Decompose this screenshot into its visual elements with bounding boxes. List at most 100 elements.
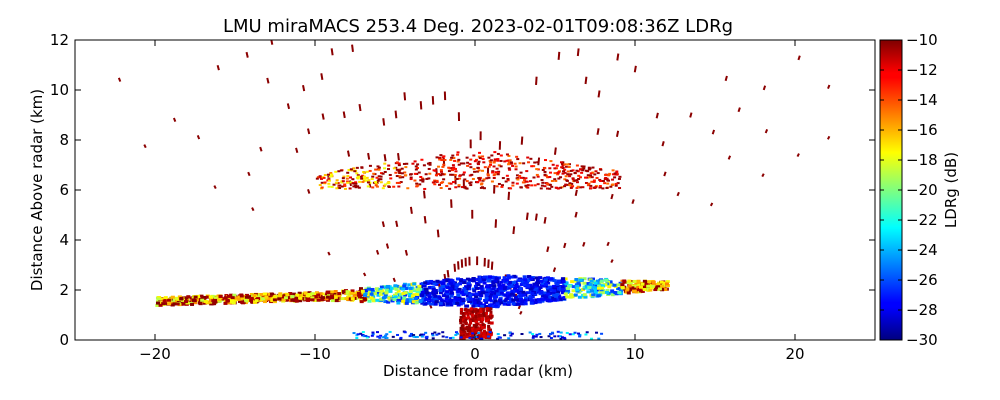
echo-pixel bbox=[585, 286, 590, 290]
echo-pixel bbox=[344, 297, 349, 301]
echo-pixel bbox=[648, 288, 653, 292]
echo-pixel bbox=[176, 298, 181, 302]
echo-pixel bbox=[381, 187, 385, 190]
echo-pixel bbox=[448, 286, 453, 290]
echo-pixel bbox=[466, 329, 470, 333]
echo-pixel bbox=[596, 294, 601, 298]
echo-pixel bbox=[352, 332, 356, 335]
echo-pixel bbox=[477, 304, 482, 308]
echo-pixel bbox=[445, 185, 449, 188]
echo-streak bbox=[330, 48, 334, 56]
echo-pixel bbox=[465, 277, 470, 281]
echo-pixel bbox=[308, 293, 313, 297]
echo-pixel bbox=[451, 164, 455, 167]
echo-pixel bbox=[460, 290, 465, 294]
echo-pixel bbox=[657, 287, 662, 291]
echo-pixel bbox=[414, 168, 418, 171]
echo-pixel bbox=[480, 304, 485, 308]
echo-streak bbox=[247, 171, 251, 177]
echo-streak bbox=[727, 155, 732, 160]
echo-pixel bbox=[495, 185, 499, 188]
echo-pixel bbox=[465, 309, 469, 313]
echo-pixel bbox=[371, 186, 375, 189]
echo-pixel bbox=[506, 274, 511, 278]
echo-pixel bbox=[402, 162, 406, 165]
echo-pixel bbox=[520, 280, 525, 284]
echo-streak bbox=[827, 135, 831, 140]
echo-pixel bbox=[316, 298, 321, 302]
echo-pixel bbox=[581, 186, 585, 189]
echo-pixel bbox=[313, 292, 318, 296]
echo-pixel bbox=[249, 296, 254, 300]
echo-pixel bbox=[200, 298, 205, 302]
y-axis-ticks: 0 2 4 6 8 10 12 bbox=[50, 31, 875, 349]
echo-pixel bbox=[464, 334, 468, 338]
echo-pixel bbox=[363, 177, 367, 180]
echo-pixel bbox=[478, 177, 482, 180]
echo-pixel bbox=[492, 174, 496, 177]
echo-pixel bbox=[374, 168, 378, 171]
echo-pixel bbox=[556, 290, 561, 294]
echo-pixel bbox=[408, 298, 413, 302]
echo-pixel bbox=[472, 167, 476, 170]
echo-pixel bbox=[338, 184, 342, 187]
echo-pixel bbox=[597, 286, 602, 290]
echo-pixel bbox=[492, 161, 496, 164]
echo-pixel bbox=[510, 332, 514, 335]
echo-pixel bbox=[441, 335, 445, 338]
echo-pixel bbox=[505, 291, 510, 295]
echo-pixel bbox=[466, 164, 470, 167]
echo-pixel bbox=[419, 179, 423, 182]
echo-pixel bbox=[452, 300, 457, 304]
echo-pixel bbox=[395, 168, 399, 171]
echo-pixel bbox=[496, 158, 500, 161]
echo-pixel bbox=[426, 162, 430, 165]
echo-pixel bbox=[379, 289, 384, 293]
echo-pixel bbox=[529, 301, 534, 305]
echo-pixel bbox=[637, 283, 642, 287]
echo-pixel bbox=[362, 297, 367, 301]
echo-pixel bbox=[196, 294, 201, 298]
echo-pixel bbox=[659, 280, 664, 284]
echo-pixel bbox=[470, 336, 474, 340]
echo-streak bbox=[342, 111, 346, 119]
echo-pixel bbox=[456, 153, 460, 156]
echo-pixel bbox=[501, 293, 506, 297]
echo-pixel bbox=[599, 179, 603, 182]
echo-pixel bbox=[383, 167, 387, 170]
echo-pixel bbox=[401, 292, 406, 296]
echo-pixel bbox=[617, 287, 622, 291]
echo-pixel bbox=[377, 178, 381, 181]
echo-pixel bbox=[463, 308, 467, 312]
echo-pixel bbox=[660, 284, 665, 288]
echo-pixel bbox=[492, 176, 496, 179]
echo-streak bbox=[563, 242, 567, 249]
echo-pixel bbox=[590, 176, 594, 179]
echo-streak bbox=[307, 188, 311, 194]
echo-pixel bbox=[225, 299, 230, 303]
echo-pixel bbox=[515, 182, 519, 185]
echo-pixel bbox=[366, 287, 371, 291]
echo-pixel bbox=[566, 170, 570, 173]
echo-pixel bbox=[489, 307, 493, 311]
echo-pixel bbox=[562, 296, 567, 300]
echo-pixel bbox=[627, 279, 632, 283]
echo-pixel bbox=[388, 298, 393, 302]
echo-pixel bbox=[477, 169, 481, 172]
echo-pixel bbox=[536, 298, 541, 302]
echo-pixel bbox=[239, 294, 244, 298]
echo-pixel bbox=[561, 280, 566, 284]
echo-streak bbox=[286, 103, 291, 110]
x-tick-label: −20 bbox=[139, 345, 171, 363]
echo-pixel bbox=[376, 335, 380, 338]
echo-pixel bbox=[395, 175, 399, 178]
echo-pixel bbox=[428, 161, 432, 164]
echo-pixel bbox=[469, 332, 473, 336]
echo-pixel bbox=[439, 169, 443, 172]
echo-pixel bbox=[528, 283, 533, 287]
echo-pixel bbox=[199, 294, 204, 298]
echo-pixel bbox=[478, 301, 483, 305]
echo-pixel bbox=[577, 332, 581, 335]
echo-pixel bbox=[487, 176, 491, 179]
echo-pixel bbox=[474, 158, 478, 161]
